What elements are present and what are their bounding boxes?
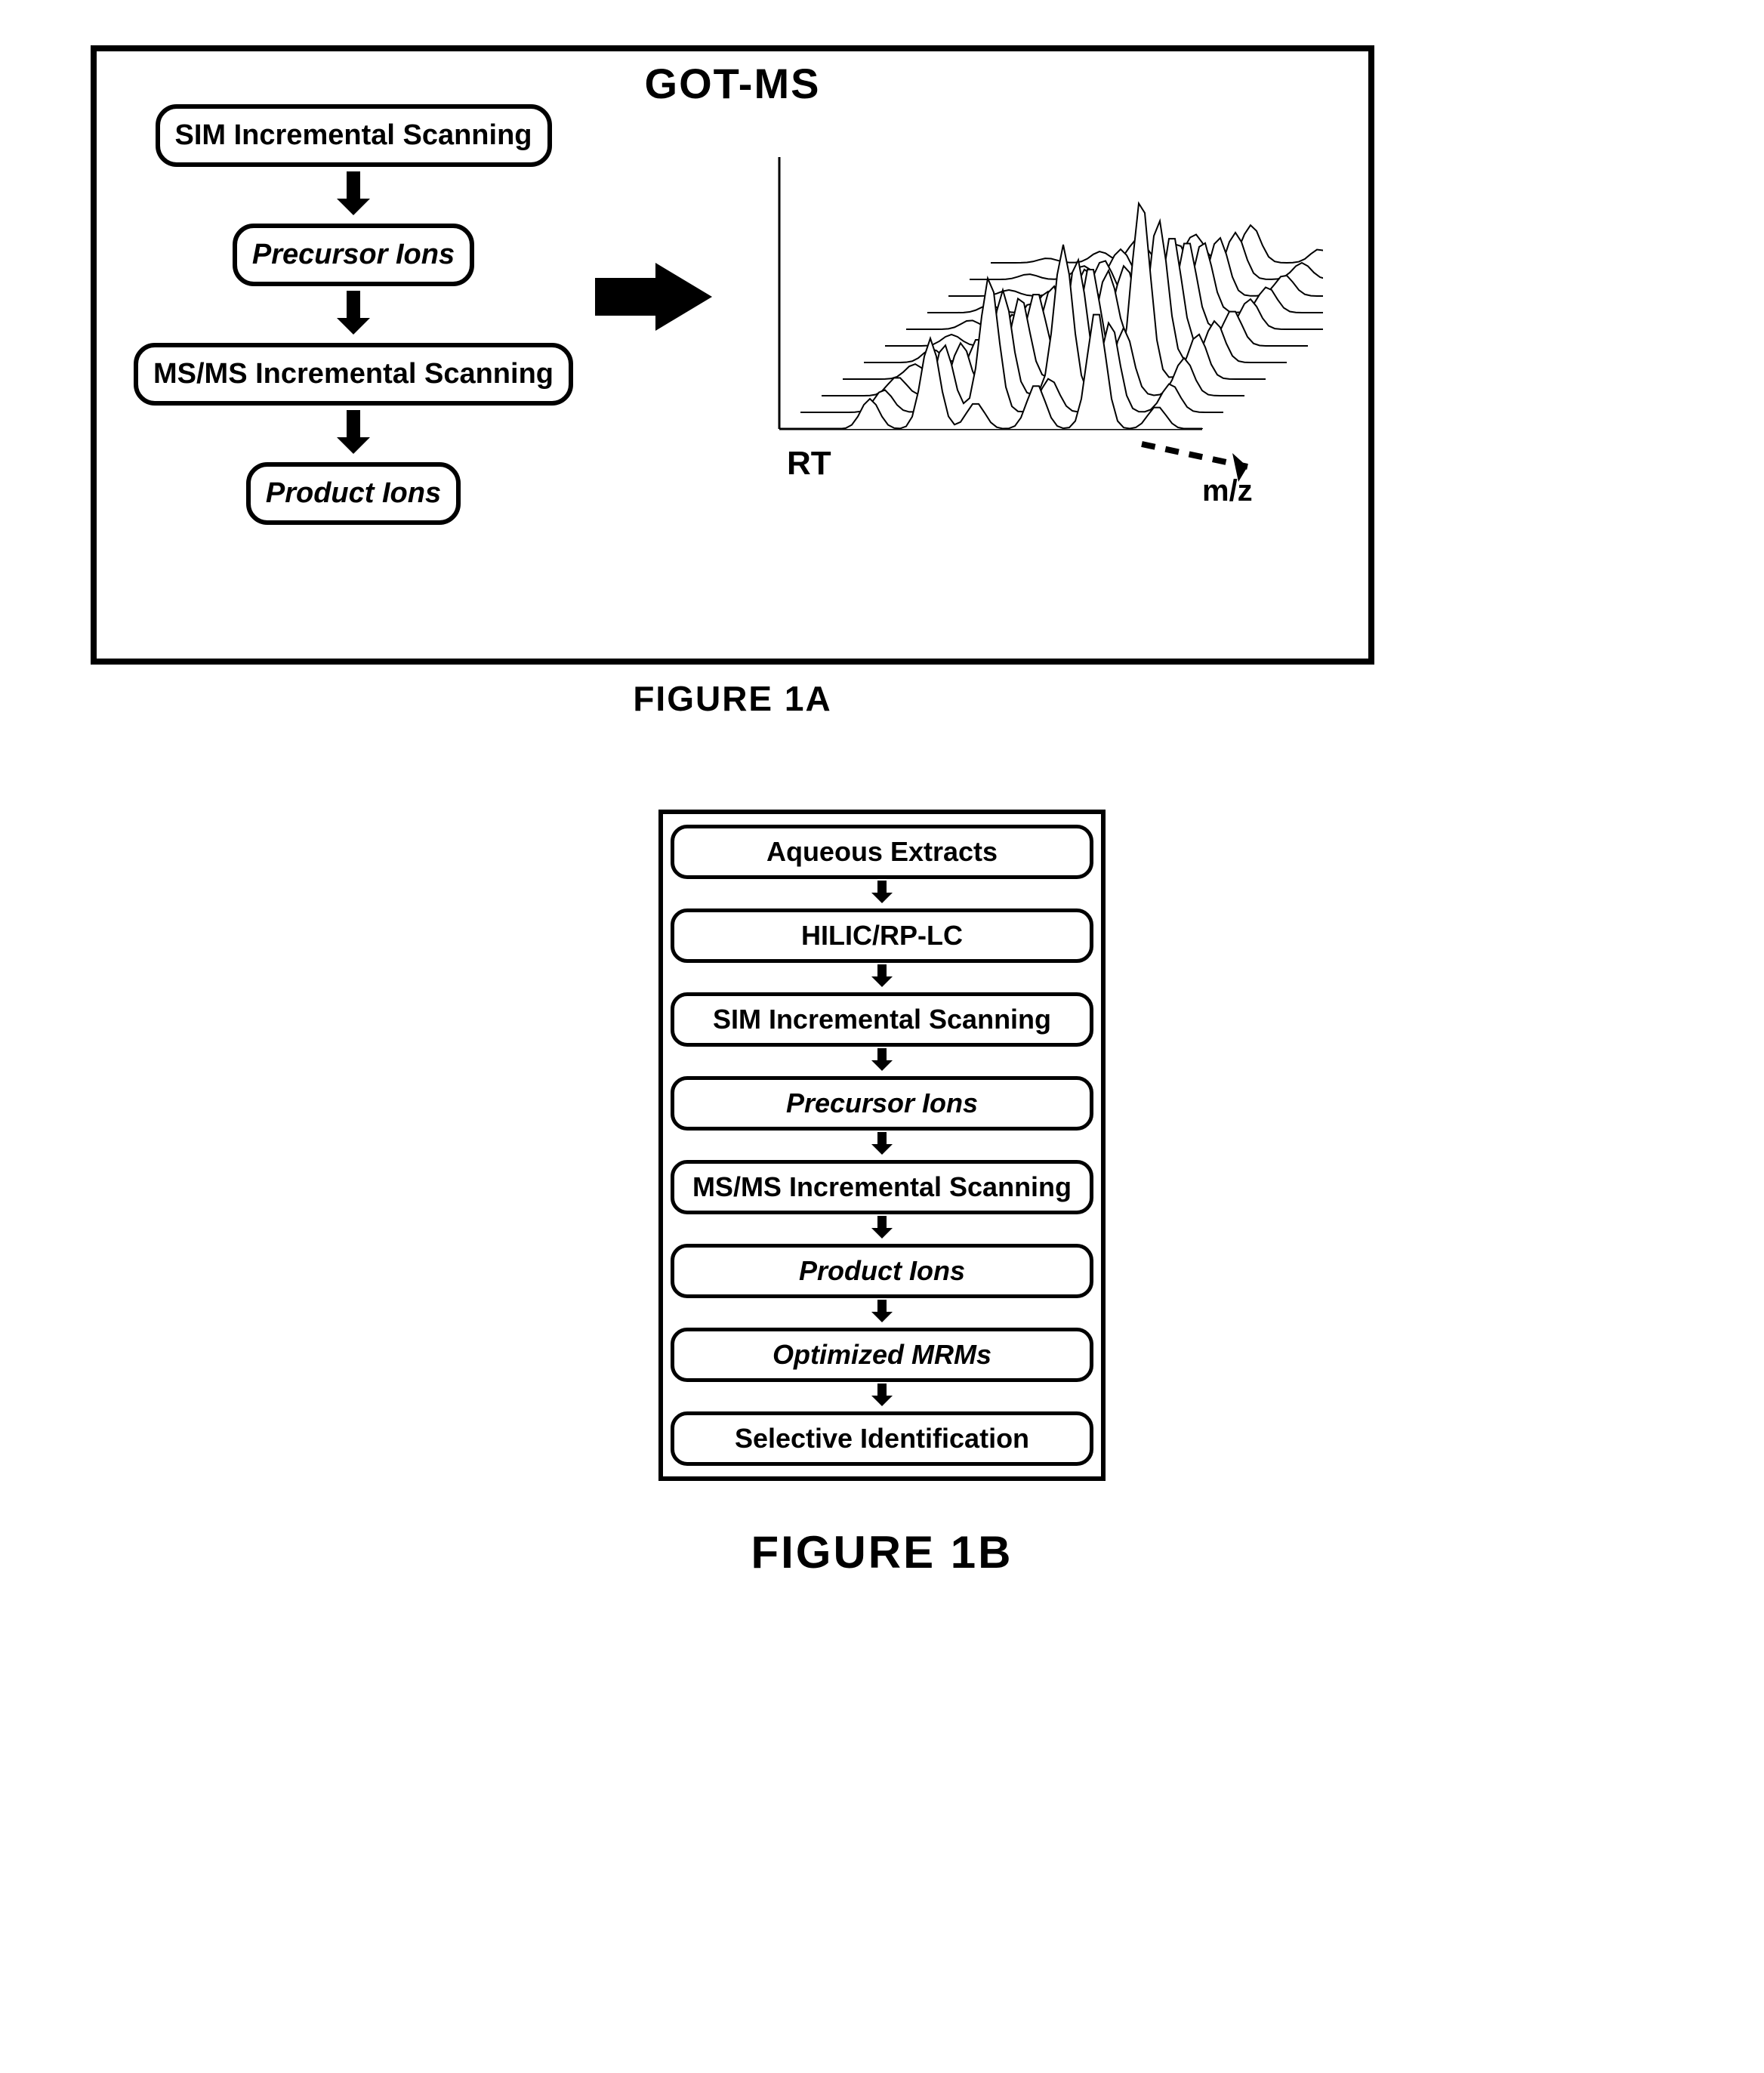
arrow-down-icon (868, 1048, 896, 1075)
flow-node: Precursor Ions (671, 1076, 1093, 1131)
figure-1a: GOT-MS SIM Incremental Scanning Precursor… (91, 45, 1374, 719)
spectrum-waterfall-plot: RT m/z (749, 112, 1323, 504)
arrow-down-icon (868, 1216, 896, 1242)
flow-node: Aqueous Extracts (671, 825, 1093, 879)
arrow-down-icon (335, 291, 372, 338)
flow-node: SIM Incremental Scanning (671, 992, 1093, 1047)
arrow-down-icon (335, 410, 372, 458)
arrow-down-icon (335, 171, 372, 219)
flow-node: HILIC/RP-LC (671, 908, 1093, 963)
figure-1a-title: GOT-MS (645, 59, 821, 108)
arrow-down-icon (868, 964, 896, 991)
flow-node: Product Ions (671, 1244, 1093, 1298)
svg-text:m/z: m/z (1202, 474, 1253, 504)
flow-node: Precursor Ions (233, 224, 474, 286)
arrow-down-icon (868, 881, 896, 907)
big-right-arrow-icon (595, 255, 716, 338)
figure-1a-flow: SIM Incremental Scanning Precursor Ions MS… (119, 104, 587, 525)
flow-node: SIM Incremental Scanning (156, 104, 552, 167)
flow-node: MS/MS Incremental Scanning (671, 1160, 1093, 1214)
flow-node: Optimized MRMs (671, 1328, 1093, 1382)
arrow-down-icon (868, 1300, 896, 1326)
figure-1b-caption: FIGURE 1B (751, 1526, 1013, 1578)
flow-node: Product Ions (246, 462, 461, 525)
arrow-down-icon (868, 1384, 896, 1410)
figure-1a-frame: GOT-MS SIM Incremental Scanning Precursor… (91, 45, 1374, 665)
figure-1b: Aqueous Extracts HILIC/RP-LC SIM Increment… (91, 810, 1673, 1578)
figure-1a-caption: FIGURE 1A (91, 678, 1374, 719)
svg-text:RT: RT (787, 445, 831, 482)
figure-1b-flow-frame: Aqueous Extracts HILIC/RP-LC SIM Increment… (658, 810, 1106, 1481)
arrow-down-icon (868, 1132, 896, 1158)
flow-node: Selective Identification (671, 1411, 1093, 1466)
flow-node: MS/MS Incremental Scanning (134, 343, 573, 406)
